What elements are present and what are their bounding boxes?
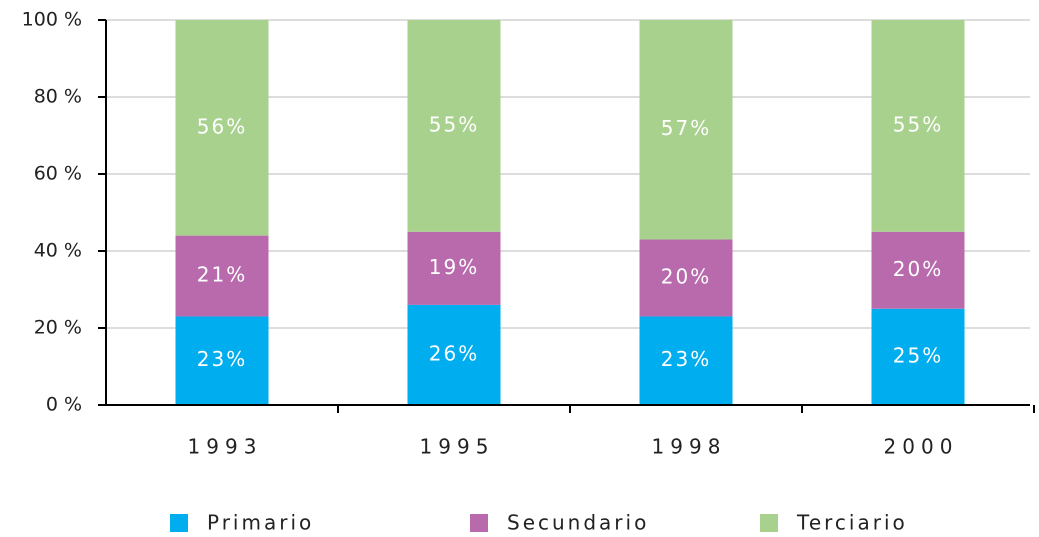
value-label: 57% xyxy=(661,116,711,140)
value-label: 55% xyxy=(429,112,479,136)
bar-segment xyxy=(175,20,269,236)
value-label: 20% xyxy=(893,257,943,281)
bar-segment xyxy=(871,231,965,309)
value-label: 55% xyxy=(893,112,943,136)
value-label: 23% xyxy=(661,347,711,371)
value-label: 23% xyxy=(197,347,247,371)
x-tick-label: 1993 xyxy=(188,435,263,459)
bar-segment xyxy=(407,304,501,405)
bar-segment xyxy=(871,308,965,405)
value-label: 19% xyxy=(429,255,479,279)
legend-swatch xyxy=(470,514,488,532)
bar-segment xyxy=(175,235,269,317)
legend-label: Primario xyxy=(207,511,314,535)
x-tick-label: 1998 xyxy=(652,435,727,459)
value-label: 20% xyxy=(661,264,711,288)
bar-segment xyxy=(639,239,733,317)
y-tick-label: 40 % xyxy=(34,240,82,262)
y-tick-label: 60 % xyxy=(34,163,82,185)
y-tick-label: 20 % xyxy=(34,317,82,339)
bar-segment xyxy=(407,20,501,232)
legend-label: Secundario xyxy=(507,511,649,535)
y-tick-label: 80 % xyxy=(34,86,82,108)
y-tick-label: 0 % xyxy=(46,394,82,416)
legend-swatch xyxy=(760,514,778,532)
value-label: 56% xyxy=(197,114,247,138)
bar-segment xyxy=(871,20,965,232)
bar-segment xyxy=(639,316,733,405)
x-tick-label: 2000 xyxy=(884,435,959,459)
value-label: 25% xyxy=(893,343,943,367)
value-label: 26% xyxy=(429,341,479,365)
y-tick-label: 100 % xyxy=(22,9,82,31)
legend-swatch xyxy=(170,514,188,532)
x-tick-label: 1995 xyxy=(420,435,495,459)
legend-label: Terciario xyxy=(796,511,908,535)
bar-segment xyxy=(639,20,733,240)
bar-segment xyxy=(407,231,501,305)
value-label: 21% xyxy=(197,263,247,287)
bar-segment xyxy=(175,316,269,405)
